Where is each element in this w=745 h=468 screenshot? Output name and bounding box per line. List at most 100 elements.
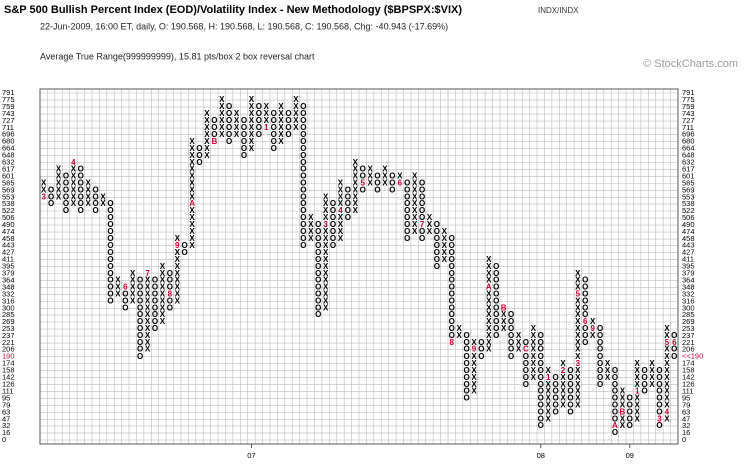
y-tick-label: 379 bbox=[2, 269, 15, 278]
box-symbol: X bbox=[338, 213, 344, 222]
y-tick-label-right: 490 bbox=[682, 220, 695, 229]
box-symbol: X bbox=[86, 193, 92, 202]
box-symbol: O bbox=[449, 310, 455, 319]
column: XXX bbox=[605, 359, 611, 382]
y-tick-label: 538 bbox=[2, 199, 15, 208]
box-symbol: O bbox=[404, 199, 410, 208]
box-symbol: O bbox=[449, 296, 455, 305]
y-tick-label-right: 680 bbox=[682, 137, 695, 146]
box-symbol: O bbox=[404, 193, 410, 202]
column: XXX bbox=[516, 331, 522, 354]
box-symbol: O bbox=[508, 310, 514, 319]
box-symbol: X bbox=[664, 380, 670, 389]
box-symbol: X bbox=[620, 393, 626, 402]
y-tick-label: 474 bbox=[2, 227, 15, 236]
box-symbol: X bbox=[546, 400, 552, 409]
box-symbol: X bbox=[605, 359, 611, 368]
box-symbol: O bbox=[137, 304, 143, 313]
box-symbol: O bbox=[63, 193, 69, 202]
box-symbol: X bbox=[323, 304, 329, 313]
box-symbol: X bbox=[486, 338, 492, 347]
y-tick-label-right: 300 bbox=[682, 303, 695, 312]
box-symbol: O bbox=[315, 275, 321, 284]
box-symbol: O bbox=[567, 407, 573, 416]
box-symbol: O bbox=[582, 296, 588, 305]
box-symbol: O bbox=[107, 241, 113, 250]
box-symbol: X bbox=[56, 193, 62, 202]
y-tick-label: 364 bbox=[2, 275, 15, 284]
box-symbol: O bbox=[656, 366, 662, 375]
box-symbol: O bbox=[597, 338, 603, 347]
box-symbol: O bbox=[137, 331, 143, 340]
box-symbol: X bbox=[486, 255, 492, 264]
box-symbol: O bbox=[107, 199, 113, 208]
box-symbol: O bbox=[656, 393, 662, 402]
box-symbol: X bbox=[382, 178, 388, 187]
y-tick-label-right: 711 bbox=[682, 123, 694, 132]
y-tick-label: 285 bbox=[2, 310, 15, 319]
box-symbol: O bbox=[63, 171, 69, 180]
box-symbol: X bbox=[323, 275, 329, 284]
box-symbol: X bbox=[353, 178, 359, 187]
box-symbol: X bbox=[501, 310, 507, 319]
box-symbol: X bbox=[234, 109, 240, 118]
box-symbol: O bbox=[582, 282, 588, 291]
y-tick-label-right: 632 bbox=[682, 158, 695, 167]
box-symbol: X bbox=[323, 213, 329, 222]
box-symbol: X bbox=[219, 130, 225, 139]
box-symbol: O bbox=[300, 109, 306, 118]
box-symbol: X bbox=[575, 380, 581, 389]
box-symbol: X bbox=[382, 171, 388, 180]
box-symbol: O bbox=[315, 241, 321, 250]
box-symbol: X bbox=[189, 178, 195, 187]
box-symbol: X bbox=[278, 123, 284, 132]
month-mark: 8 bbox=[450, 338, 455, 347]
y-tick-label-right: 111 bbox=[682, 386, 693, 395]
box-symbol: O bbox=[107, 269, 113, 278]
box-symbol: X bbox=[486, 289, 492, 298]
box-symbol: X bbox=[620, 421, 626, 430]
box-symbol: O bbox=[508, 352, 514, 361]
box-symbol: O bbox=[315, 282, 321, 291]
box-symbol: O bbox=[567, 373, 573, 382]
box-symbol: O bbox=[508, 324, 514, 333]
box-symbol: O bbox=[538, 345, 544, 354]
box-symbol: O bbox=[493, 289, 499, 298]
box-symbol: X bbox=[635, 400, 641, 409]
box-symbol: O bbox=[404, 234, 410, 243]
description: Average True Range(999999999), 15.81 pts… bbox=[40, 51, 315, 61]
box-symbol: X bbox=[204, 109, 210, 118]
box-symbol: X bbox=[71, 199, 77, 208]
box-symbol: O bbox=[478, 345, 484, 354]
box-symbol: X bbox=[264, 116, 270, 125]
y-tick-label-right: 158 bbox=[682, 366, 695, 375]
exchange: INDX/INDX bbox=[538, 6, 579, 15]
box-symbol: O bbox=[538, 400, 544, 409]
y-tick-label-right: 458 bbox=[682, 234, 695, 243]
box-symbol: O bbox=[523, 352, 529, 361]
box-symbol: O bbox=[493, 331, 499, 340]
y-tick-label: 601 bbox=[2, 171, 15, 180]
y-tick-label: 300 bbox=[2, 303, 15, 312]
box-symbol: O bbox=[315, 304, 321, 313]
box-symbol: O bbox=[582, 324, 588, 333]
box-symbol: O bbox=[627, 407, 633, 416]
y-tick-label-right: 269 bbox=[682, 317, 695, 326]
y-tick-label: 648 bbox=[2, 151, 15, 160]
box-symbol: O bbox=[374, 171, 380, 180]
box-symbol: X bbox=[323, 248, 329, 257]
y-tick-label-right: 95 bbox=[682, 393, 690, 402]
month-mark: 6 bbox=[123, 282, 128, 291]
